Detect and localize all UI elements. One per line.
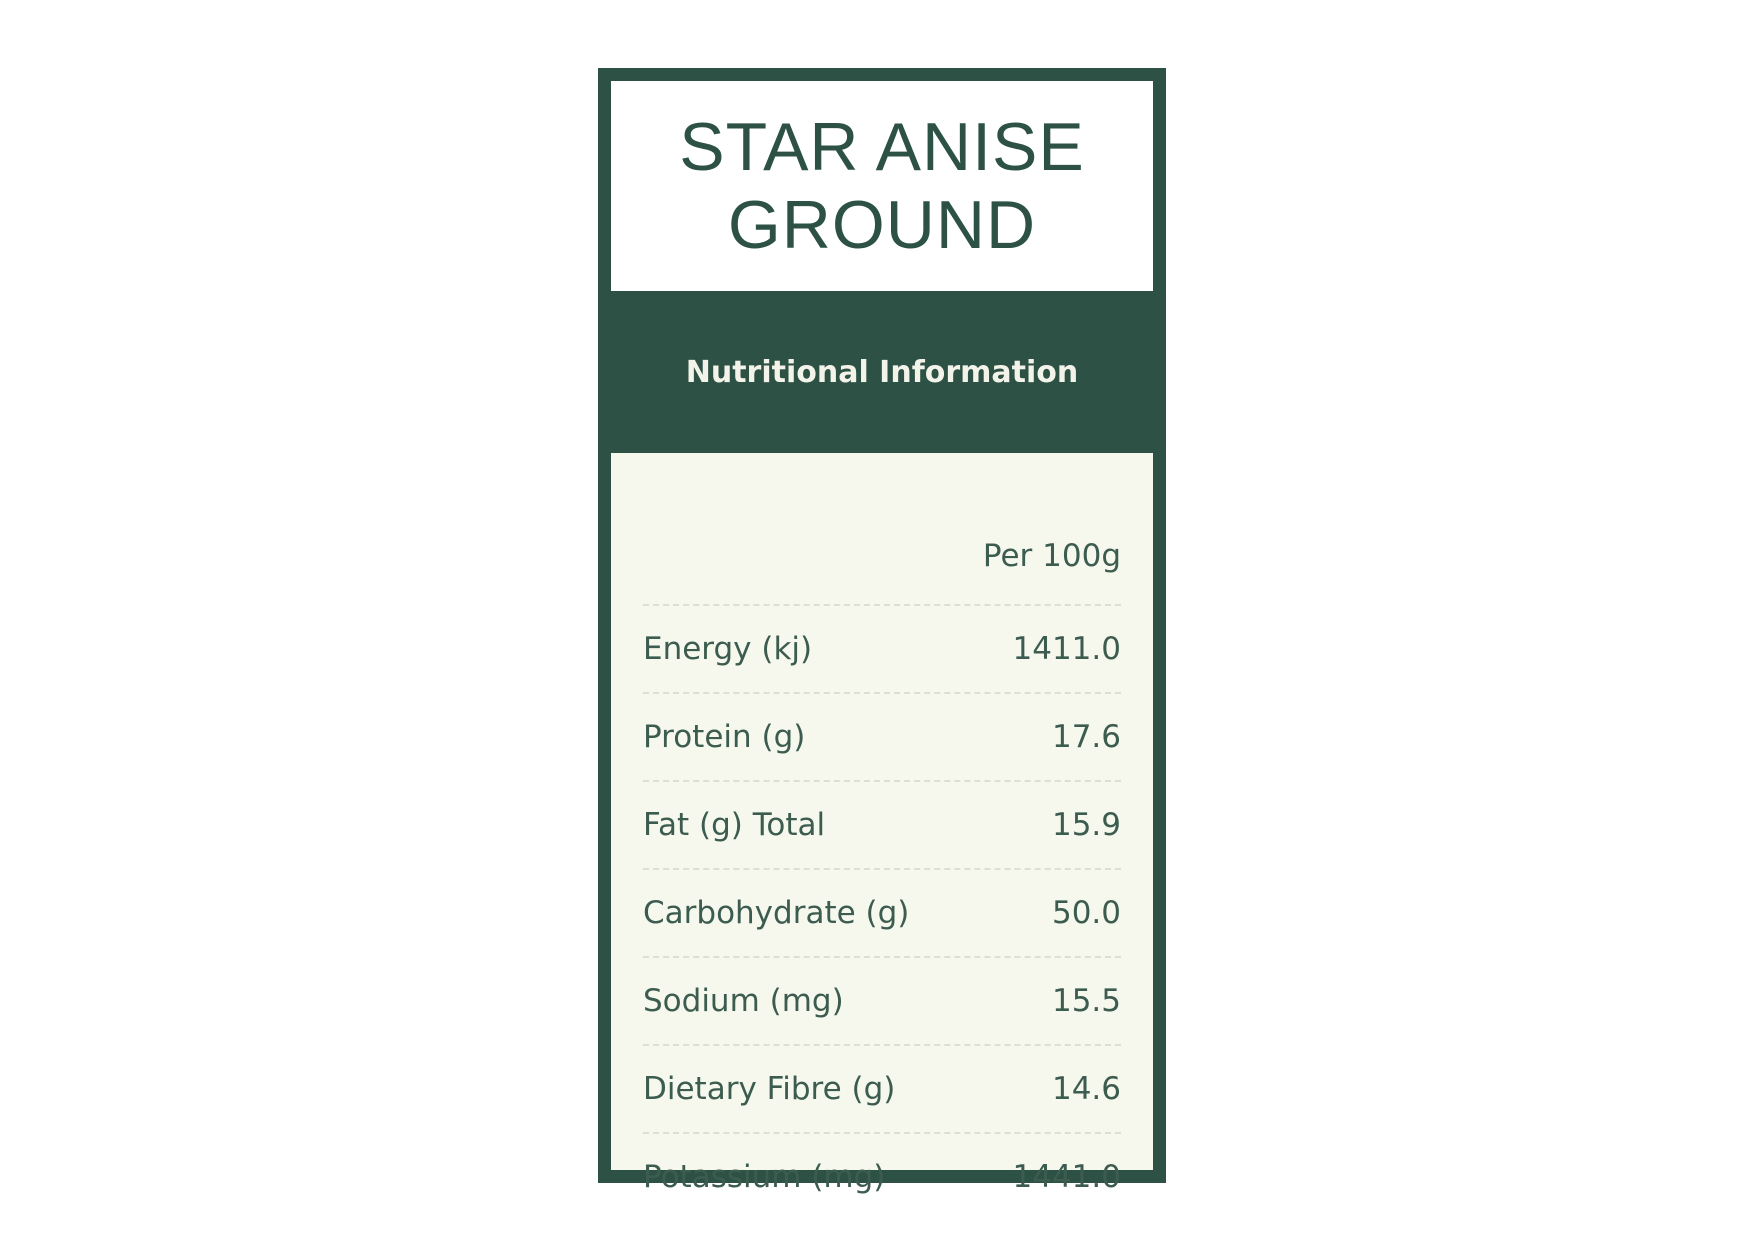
product-title: STAR ANISE GROUND xyxy=(611,81,1153,291)
row-label: Potassium (mg) xyxy=(643,1159,886,1195)
table-row: Energy (kj) 1411.0 xyxy=(643,604,1121,692)
row-label: Carbohydrate (g) xyxy=(643,895,910,931)
title-line-1: STAR ANISE xyxy=(679,109,1085,185)
table-row: Fat (g) Total 15.9 xyxy=(643,780,1121,868)
row-label: Fat (g) Total xyxy=(643,807,826,843)
row-label: Protein (g) xyxy=(643,719,806,755)
table-row: Protein (g) 17.6 xyxy=(643,692,1121,780)
table-row: Carbohydrate (g) 50.0 xyxy=(643,868,1121,956)
section-header: Nutritional Information xyxy=(685,354,1079,390)
row-value: 1411.0 xyxy=(1012,631,1121,667)
row-label: Dietary Fibre (g) xyxy=(643,1071,896,1107)
table-row: Dietary Fibre (g) 14.6 xyxy=(643,1044,1121,1132)
row-value: 15.9 xyxy=(1051,807,1121,843)
nutrition-table: Per 100g Energy (kj) 1411.0 Protein (g) 17.… xyxy=(611,453,1153,1195)
table-row: Sodium (mg) 15.5 xyxy=(643,956,1121,1044)
row-value: 14.6 xyxy=(1051,1071,1121,1107)
column-header: Per 100g xyxy=(982,538,1121,574)
row-value: 15.5 xyxy=(1051,983,1121,1019)
row-value: 1441.0 xyxy=(1012,1159,1121,1195)
row-value: 17.6 xyxy=(1051,719,1121,755)
table-row: Potassium (mg) 1441.0 xyxy=(643,1132,1121,1220)
row-label: Sodium (mg) xyxy=(643,983,844,1019)
row-label: Energy (kj) xyxy=(643,631,813,667)
row-value: 50.0 xyxy=(1051,895,1121,931)
nutrition-card: STAR ANISE GROUND Nutritional Informatio… xyxy=(598,68,1166,1195)
title-line-2: GROUND xyxy=(727,187,1037,263)
